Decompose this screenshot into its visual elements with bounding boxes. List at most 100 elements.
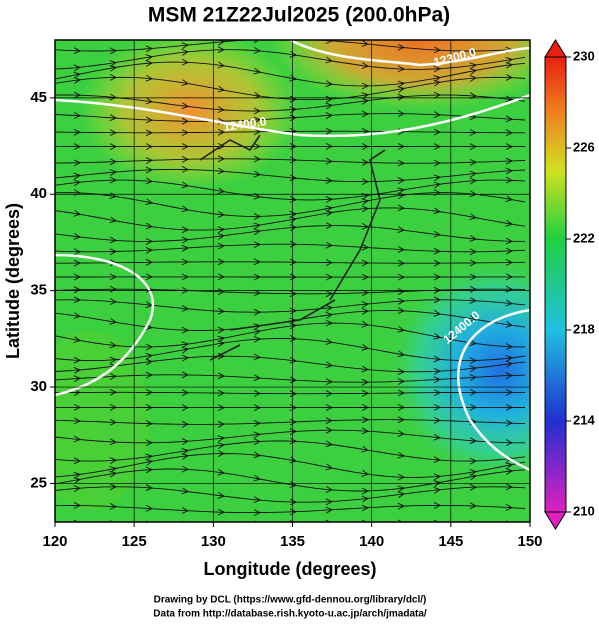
stream-arrow xyxy=(145,504,154,512)
stream-arrow xyxy=(181,205,189,213)
stream-arrow xyxy=(109,47,118,55)
stream-arrow xyxy=(253,509,262,517)
stream-arrow xyxy=(397,187,405,195)
colorbar-over xyxy=(544,39,567,58)
stream-arrow xyxy=(145,143,154,151)
stream-arrow xyxy=(505,468,514,475)
stream-arrow xyxy=(253,438,261,446)
streamline xyxy=(55,158,526,164)
stream-arrow xyxy=(181,236,189,244)
stream-arrow xyxy=(253,289,262,297)
stream-arrow xyxy=(505,285,514,293)
stream-arrow xyxy=(253,273,262,281)
stream-arrow xyxy=(73,273,82,281)
stream-arrow xyxy=(289,335,297,342)
stream-arrow xyxy=(397,297,406,305)
stream-arrow xyxy=(181,226,190,234)
stream-arrow xyxy=(181,420,190,428)
stream-arrow xyxy=(253,496,261,504)
x-tick-label: 140 xyxy=(359,533,384,550)
streamline xyxy=(55,179,526,201)
stream-arrow xyxy=(397,307,406,315)
stream-arrow xyxy=(397,65,406,73)
stream-arrow xyxy=(361,92,370,99)
stream-arrow xyxy=(433,207,442,215)
stream-arrow xyxy=(325,142,334,150)
stream-arrow xyxy=(181,487,189,495)
stream-arrow xyxy=(325,338,334,345)
stream-arrow xyxy=(253,40,260,43)
stream-arrow xyxy=(469,502,478,510)
stream-arrow xyxy=(325,426,334,434)
stream-arrow xyxy=(109,483,118,491)
stream-arrow xyxy=(181,258,190,266)
stream-arrow xyxy=(361,198,369,206)
stream-arrow xyxy=(433,389,442,397)
x-tick-label: 135 xyxy=(280,533,305,550)
streamline xyxy=(55,299,526,313)
stream-arrow xyxy=(109,216,117,224)
coastline xyxy=(199,134,386,361)
x-tick-label: 130 xyxy=(201,533,226,550)
stream-arrow xyxy=(253,241,262,248)
streamline xyxy=(55,61,526,87)
stream-arrow xyxy=(433,433,442,441)
stream-arrow xyxy=(361,110,370,118)
stream-arrow xyxy=(361,223,370,230)
streamline xyxy=(55,523,525,524)
stream-arrow xyxy=(325,196,334,203)
stream-arrow xyxy=(73,189,82,197)
stream-arrow xyxy=(397,177,406,184)
stream-arrow xyxy=(361,344,369,351)
stream-arrow xyxy=(505,56,513,64)
stream-arrow xyxy=(505,259,514,266)
streamline xyxy=(55,468,526,492)
stream-arrow xyxy=(505,462,513,470)
stream-arrow xyxy=(181,42,190,49)
stream-arrow xyxy=(469,437,478,445)
streamline xyxy=(55,338,526,362)
stream-arrow xyxy=(109,418,118,426)
stream-arrow xyxy=(181,452,189,460)
stream-arrow xyxy=(73,519,79,522)
stream-arrow xyxy=(433,309,441,317)
stream-arrow xyxy=(73,259,82,267)
stream-arrow xyxy=(361,259,370,267)
stream-arrow xyxy=(109,236,118,244)
stream-arrow xyxy=(253,213,262,220)
stream-arrow xyxy=(217,85,225,93)
stream-arrow xyxy=(253,431,262,439)
stream-arrow xyxy=(397,110,406,118)
streamline xyxy=(55,94,526,112)
stream-arrow xyxy=(73,143,82,151)
stream-arrow xyxy=(361,504,370,512)
stream-arrow xyxy=(73,312,82,319)
stream-arrow xyxy=(469,143,478,151)
y-tick-label: 45 xyxy=(30,89,47,106)
stream-arrow xyxy=(109,248,118,256)
stream-arrow xyxy=(73,286,82,294)
title: MSM 21Z22Jul2025 (200.0hPa) xyxy=(148,4,450,27)
stream-arrow xyxy=(505,95,513,103)
stream-arrow xyxy=(361,470,369,477)
stream-arrow xyxy=(145,453,154,461)
stream-arrow xyxy=(73,179,82,187)
stream-arrow xyxy=(253,107,262,115)
stream-arrow xyxy=(325,390,334,398)
stream-arrow xyxy=(73,47,82,55)
stream-arrow xyxy=(505,343,514,351)
y-tick-label: 25 xyxy=(30,474,47,491)
stream-arrow xyxy=(505,219,513,227)
streamline xyxy=(55,225,526,242)
stream-arrow xyxy=(181,346,189,354)
stream-arrow xyxy=(217,340,226,348)
stream-arrow xyxy=(397,491,405,499)
stream-arrow xyxy=(109,158,118,166)
stream-arrow xyxy=(433,230,442,238)
stream-arrow xyxy=(397,485,406,493)
streamline xyxy=(55,391,525,395)
streamline xyxy=(55,429,525,444)
stream-arrow xyxy=(505,61,514,69)
stream-arrow xyxy=(289,114,298,122)
stream-arrow xyxy=(505,419,514,427)
